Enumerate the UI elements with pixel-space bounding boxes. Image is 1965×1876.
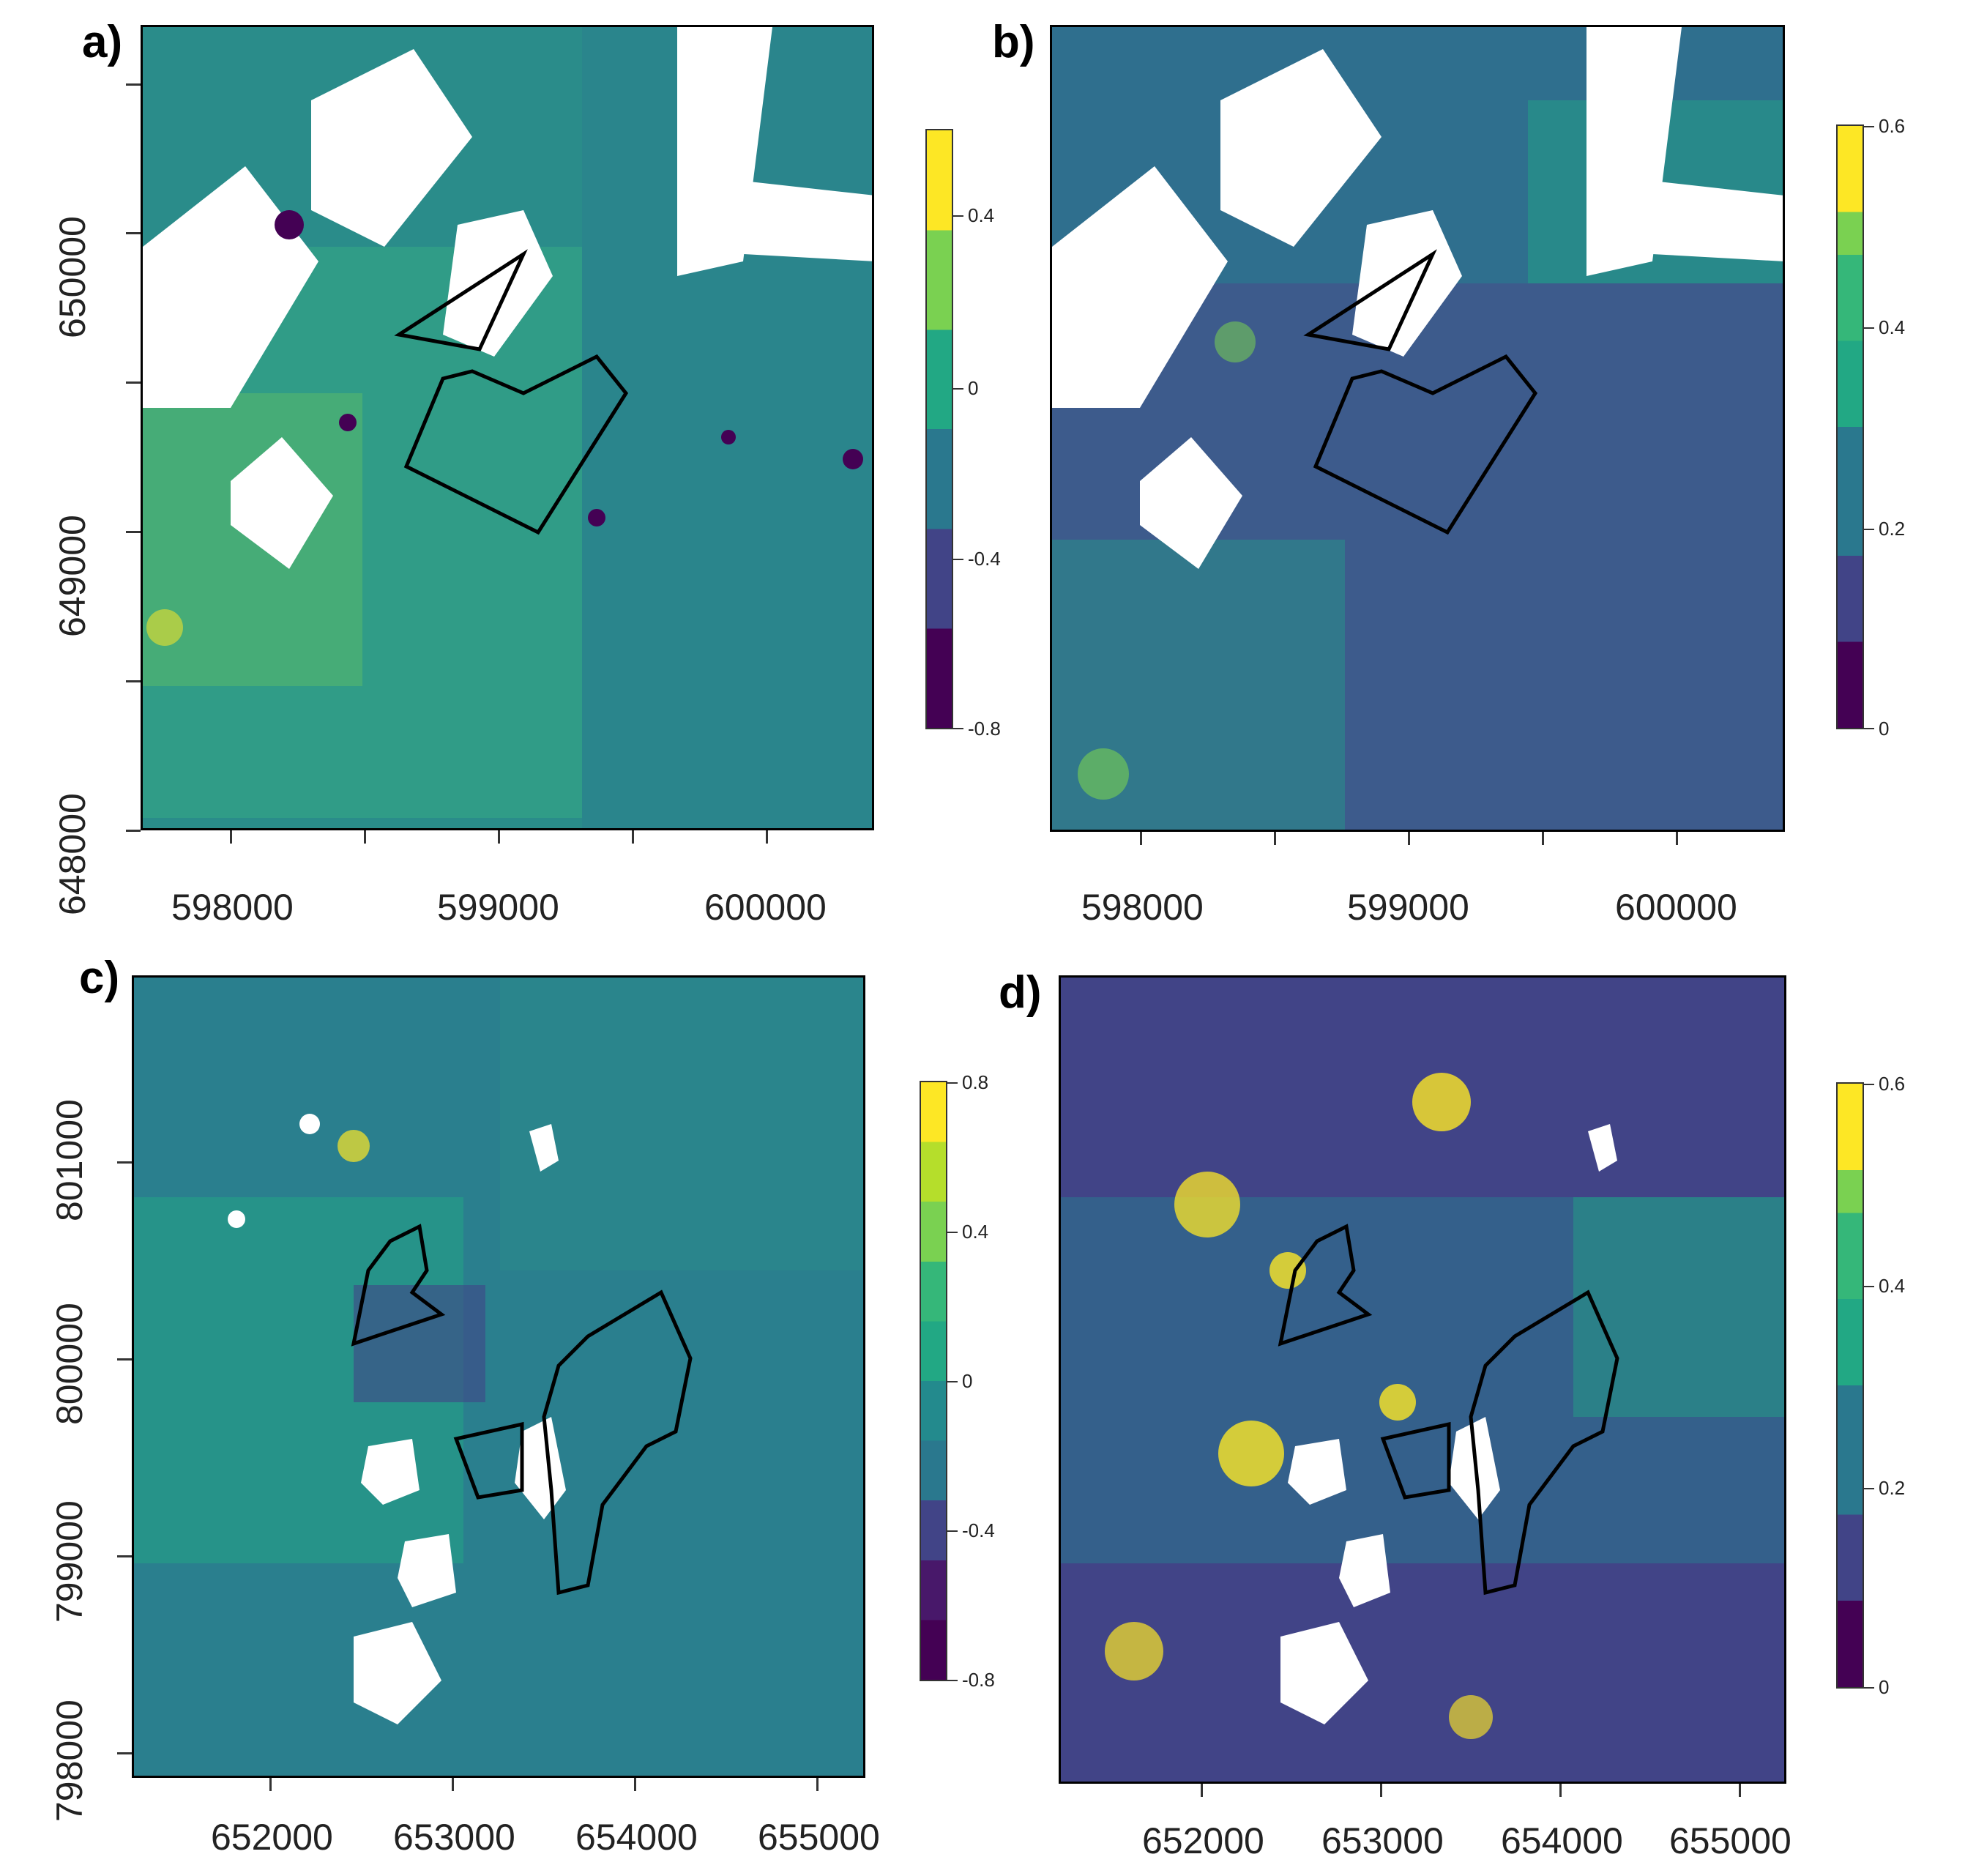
- colorbar-tick: [1864, 1084, 1874, 1085]
- colorbar-label: 0.4: [968, 204, 995, 226]
- x-tick: [1380, 1784, 1382, 1797]
- colorbar-label: 0: [1879, 718, 1890, 740]
- x-tick: [632, 830, 634, 844]
- x-tick: [766, 830, 768, 844]
- x-tick: [1559, 1784, 1562, 1797]
- colorbar-label: 0: [968, 377, 979, 399]
- colorbar-label: 0.4: [1879, 1275, 1906, 1297]
- colorbar-tick: [953, 559, 963, 560]
- y-tick: [126, 531, 141, 533]
- y-tick: [126, 680, 141, 682]
- colorbar-tick: [1864, 126, 1874, 127]
- colorbar-tick: [947, 1232, 958, 1233]
- x-tick-label: 655000: [1669, 1820, 1791, 1861]
- x-tick-label: 654000: [1501, 1820, 1623, 1861]
- y-tick-label: 800000: [49, 1303, 90, 1425]
- x-tick: [1274, 832, 1276, 845]
- colorbar-label: 0.6: [1879, 1073, 1906, 1095]
- y-tick-label: 799000: [49, 1500, 90, 1623]
- x-tick: [269, 1778, 272, 1791]
- y-tick: [126, 232, 141, 234]
- x-tick-label: 653000: [1321, 1820, 1444, 1861]
- colorbar-label: 0.2: [1879, 518, 1906, 540]
- y-tick-label: 648000: [52, 793, 93, 915]
- panel-label: c): [79, 953, 120, 1003]
- colorbar-label: -0.4: [968, 548, 1001, 570]
- colorbar-tick: [953, 388, 963, 390]
- y-tick: [117, 1555, 132, 1557]
- x-tick-label: 598000: [1081, 887, 1204, 928]
- colorbar: [1836, 124, 1864, 729]
- x-tick-label: 600000: [704, 887, 827, 928]
- raster-canvas: [134, 978, 863, 1776]
- y-tick: [126, 381, 141, 384]
- x-tick-label: 600000: [1615, 887, 1737, 928]
- x-tick-label: 654000: [575, 1817, 698, 1858]
- raster-canvas: [1061, 978, 1784, 1782]
- panel-label: a): [82, 17, 123, 67]
- colorbar-tick: [953, 215, 963, 217]
- x-tick-label: 599000: [1347, 887, 1469, 928]
- x-tick-label: 598000: [171, 887, 294, 928]
- colorbar-tick: [953, 728, 963, 729]
- colorbar-label: -0.8: [962, 1669, 995, 1691]
- colorbar-tick: [947, 1381, 958, 1382]
- colorbar-label: -0.4: [962, 1519, 995, 1541]
- colorbar-label: 0.2: [1879, 1477, 1906, 1499]
- colorbar: [920, 1081, 947, 1681]
- y-tick: [117, 1752, 132, 1754]
- x-tick: [1408, 832, 1410, 845]
- panel-label: d): [999, 967, 1042, 1018]
- colorbar: [1836, 1082, 1864, 1689]
- colorbar-tick: [947, 1082, 958, 1084]
- x-tick: [230, 830, 232, 844]
- colorbar-tick: [1864, 327, 1874, 329]
- raster-canvas: [143, 27, 872, 828]
- x-tick: [1201, 1784, 1203, 1797]
- colorbar-label: 0.8: [962, 1071, 989, 1093]
- x-tick-label: 599000: [437, 887, 559, 928]
- y-tick-label: 649000: [52, 515, 93, 637]
- raster-map: [1059, 975, 1786, 1784]
- panel-label: b): [992, 17, 1035, 67]
- y-tick-label: 801000: [49, 1099, 90, 1221]
- y-tick: [117, 1358, 132, 1361]
- y-tick: [126, 83, 141, 86]
- colorbar-label: -0.8: [968, 718, 1001, 740]
- colorbar-label: 0.6: [1879, 115, 1906, 137]
- colorbar-label: 0.4: [962, 1221, 989, 1243]
- x-tick: [634, 1778, 636, 1791]
- colorbar-tick: [1864, 1488, 1874, 1489]
- raster-map: [132, 975, 865, 1778]
- colorbar-label: 0.4: [1879, 316, 1906, 338]
- colorbar-tick: [1864, 1286, 1874, 1287]
- x-tick: [816, 1778, 819, 1791]
- x-tick-label: 653000: [393, 1817, 515, 1858]
- x-tick: [364, 830, 366, 844]
- colorbar-label: 0: [962, 1370, 973, 1392]
- x-tick-label: 652000: [211, 1817, 333, 1858]
- colorbar-tick: [947, 1680, 958, 1681]
- colorbar-tick: [1864, 728, 1874, 729]
- y-tick-label: 798000: [49, 1700, 90, 1822]
- x-tick: [1140, 832, 1142, 845]
- x-tick-label: 652000: [1142, 1820, 1264, 1861]
- y-tick-label: 650000: [52, 216, 93, 338]
- colorbar-tick: [1864, 529, 1874, 530]
- raster-canvas: [1052, 27, 1783, 830]
- colorbar-tick: [947, 1530, 958, 1532]
- y-tick: [126, 830, 141, 832]
- colorbar: [925, 129, 953, 729]
- x-tick: [1676, 832, 1678, 845]
- x-tick: [1542, 832, 1544, 845]
- colorbar-label: 0: [1879, 1676, 1890, 1698]
- raster-map: [1050, 25, 1785, 832]
- raster-map: [141, 25, 874, 830]
- y-tick: [117, 1161, 132, 1164]
- colorbar-tick: [1864, 1687, 1874, 1689]
- x-tick: [498, 830, 500, 844]
- x-tick: [452, 1778, 454, 1791]
- x-tick-label: 655000: [758, 1817, 880, 1858]
- x-tick: [1739, 1784, 1741, 1797]
